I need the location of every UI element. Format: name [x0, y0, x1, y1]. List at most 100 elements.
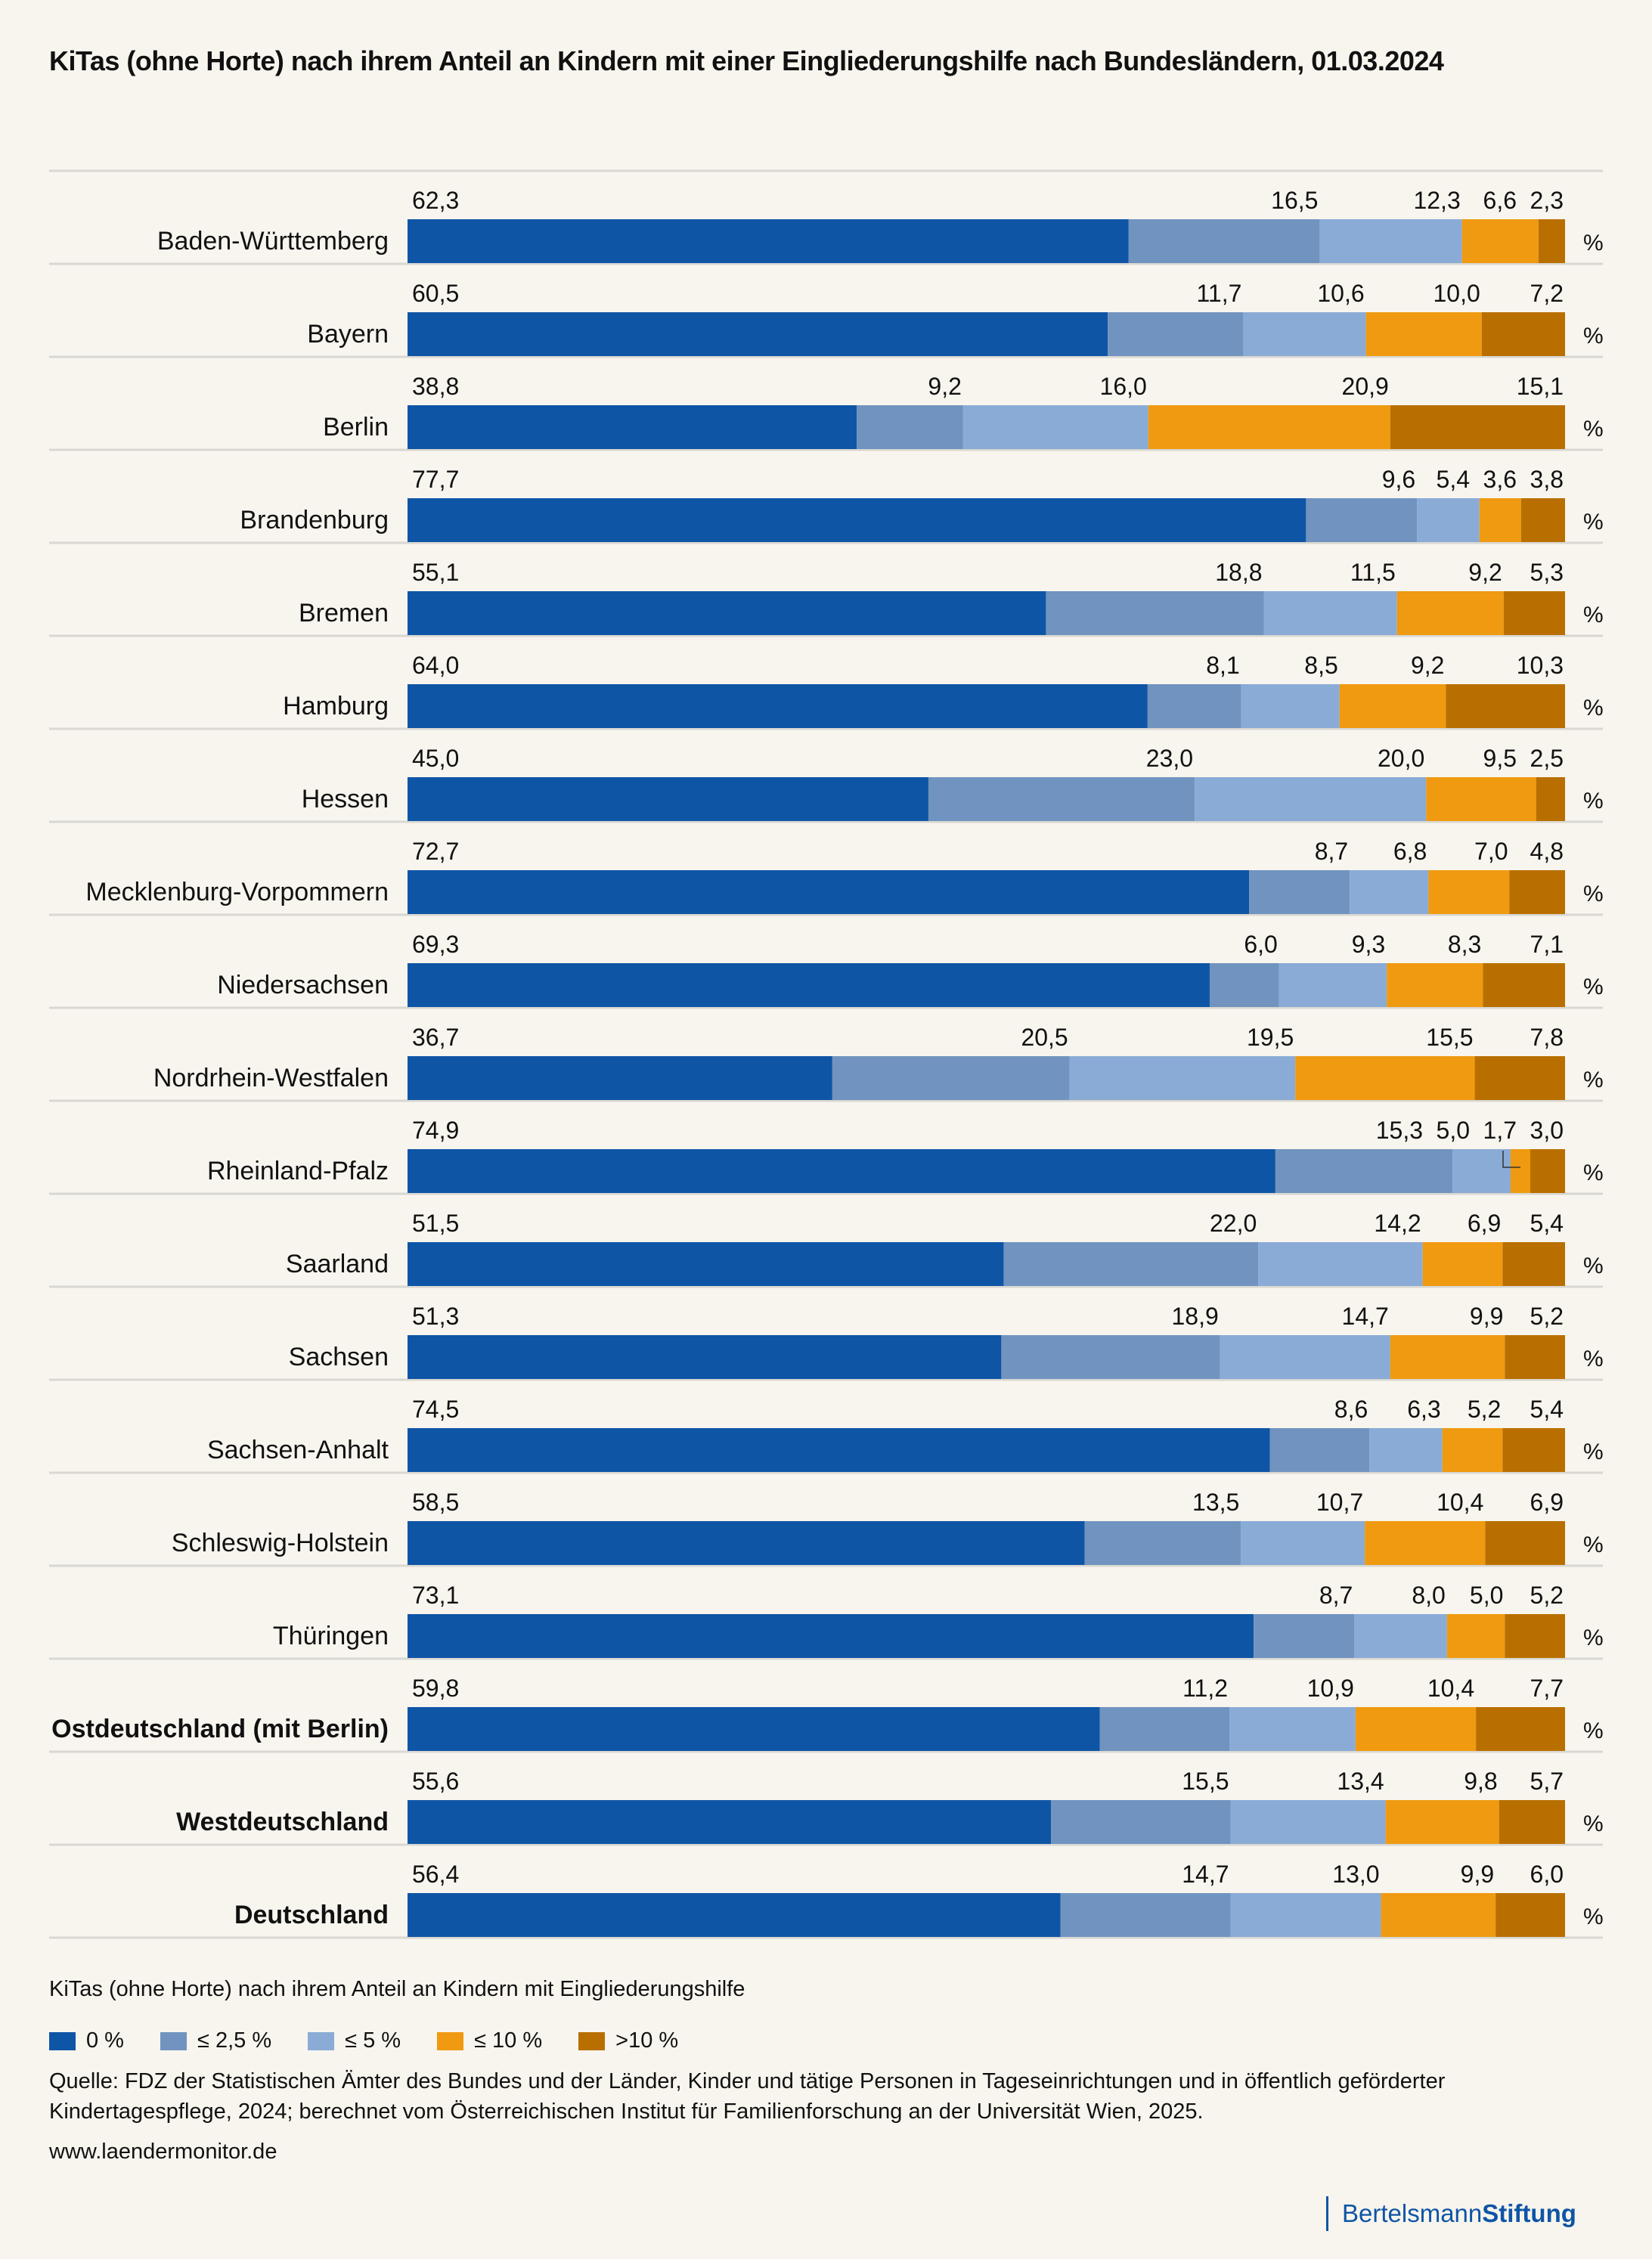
legend-item-3: ≤ 10 %	[437, 2028, 542, 2053]
chart-title: KiTas (ohne Horte) nach ihrem Anteil an …	[49, 45, 1444, 76]
data-label: 77,7	[412, 466, 459, 493]
bar-segment	[832, 1056, 1070, 1100]
legend-item-0: 0 %	[49, 2028, 124, 2053]
data-label: 74,5	[412, 1396, 459, 1423]
data-label: 51,3	[412, 1303, 459, 1330]
data-label: 55,1	[412, 559, 459, 586]
bar-segment	[1385, 1800, 1499, 1844]
data-label: 9,8	[1464, 1768, 1497, 1795]
data-label: 60,5	[412, 280, 459, 307]
data-label: 11,2	[1182, 1675, 1228, 1702]
data-label: 45,0	[412, 745, 459, 772]
unit-label: %	[1583, 1439, 1604, 1464]
bar-segment	[1051, 1800, 1231, 1844]
data-label: 10,0	[1433, 280, 1480, 307]
bar-segment	[1538, 219, 1565, 263]
category-label: Sachsen	[289, 1343, 389, 1371]
data-label: 9,3	[1352, 931, 1385, 958]
data-label: 16,5	[1271, 187, 1318, 214]
unit-label: %	[1583, 1532, 1604, 1557]
bar-segment	[1452, 1149, 1511, 1193]
bar-segment	[1001, 1335, 1220, 1379]
data-label: 19,5	[1247, 1024, 1294, 1051]
data-label: 12,3	[1413, 187, 1460, 214]
bar-segment	[1481, 312, 1565, 356]
unit-label: %	[1583, 1346, 1604, 1371]
unit-label: %	[1583, 1160, 1604, 1185]
legend-swatch	[308, 2031, 335, 2050]
data-label: 73,1	[412, 1582, 459, 1609]
bar-segment	[1483, 963, 1565, 1007]
bar-segment	[1502, 1242, 1565, 1286]
data-label: 9,2	[928, 373, 961, 400]
data-label: 8,7	[1315, 838, 1348, 865]
bar-segment	[1241, 1521, 1365, 1565]
unit-label: %	[1583, 882, 1604, 906]
data-label: 15,3	[1376, 1117, 1423, 1144]
bar-segment	[1474, 1056, 1565, 1100]
data-label: 7,1	[1530, 931, 1564, 958]
data-label: 22,0	[1210, 1210, 1257, 1237]
category-label: Bayern	[307, 320, 389, 349]
unit-label: %	[1583, 1811, 1604, 1836]
data-label: 14,7	[1342, 1303, 1389, 1330]
legend-label: >10 %	[615, 2028, 679, 2053]
unit-label: %	[1583, 1625, 1604, 1650]
logo-text-regular: Bertelsmann	[1342, 2199, 1483, 2227]
data-label: 51,5	[412, 1210, 459, 1237]
unit-label: %	[1583, 789, 1604, 813]
website-link[interactable]: www.laendermonitor.de	[49, 2140, 277, 2164]
unit-label: %	[1583, 1253, 1604, 1278]
data-label: 3,0	[1530, 1117, 1564, 1144]
legend-label: ≤ 10 %	[474, 2028, 543, 2053]
data-label: 15,5	[1426, 1024, 1473, 1051]
bar-segment	[1148, 405, 1390, 449]
category-label: Sachsen-Anhalt	[207, 1436, 389, 1464]
bar-segment	[1128, 219, 1320, 263]
data-label: 5,4	[1530, 1210, 1564, 1237]
bar-segment	[408, 219, 1129, 263]
bar-segment	[1220, 1335, 1390, 1379]
bar-segment	[408, 1521, 1085, 1565]
category-label: Hamburg	[283, 692, 389, 720]
data-label: 3,8	[1530, 466, 1564, 493]
category-label: Bremen	[299, 599, 389, 628]
data-label: 6,8	[1393, 838, 1427, 865]
data-label: 64,0	[412, 652, 459, 679]
bar-segment	[1355, 1707, 1477, 1751]
data-label: 5,0	[1470, 1582, 1503, 1609]
data-label: 10,3	[1517, 652, 1564, 679]
data-label: 74,9	[412, 1117, 459, 1144]
data-label: 16,0	[1100, 373, 1147, 400]
data-label: 6,0	[1530, 1861, 1564, 1888]
category-label: Ostdeutschland (mit Berlin)	[51, 1715, 389, 1743]
unit-label: %	[1583, 975, 1604, 999]
bar-segment	[1258, 1242, 1423, 1286]
bar-segment	[1446, 1614, 1505, 1658]
data-label: 38,8	[412, 373, 459, 400]
bar-segment	[857, 405, 963, 449]
bar-segment	[408, 1056, 832, 1100]
data-label: 58,5	[412, 1489, 459, 1516]
bar-segment	[1306, 498, 1418, 542]
bar-segment	[1505, 1614, 1565, 1658]
bar-segment	[408, 684, 1148, 728]
data-label: 11,5	[1350, 559, 1396, 586]
data-label: 10,4	[1427, 1675, 1474, 1702]
data-label: 20,5	[1021, 1024, 1068, 1051]
data-label: 6,9	[1468, 1210, 1501, 1237]
data-label: 14,7	[1182, 1861, 1229, 1888]
unit-label: %	[1583, 603, 1604, 628]
data-label: 9,2	[1468, 559, 1502, 586]
legend-swatch	[160, 2031, 187, 2050]
data-label: 8,5	[1304, 652, 1337, 679]
bar-segment	[408, 963, 1210, 1007]
bar-segment	[1479, 498, 1521, 542]
bar-segment	[1339, 684, 1446, 728]
bar-segment	[408, 1242, 1004, 1286]
bar-segment	[1263, 591, 1397, 635]
bar-segment	[1254, 1614, 1355, 1658]
bar-segment	[1046, 591, 1264, 635]
bar-segment	[1426, 777, 1536, 821]
bar-segment	[408, 1614, 1254, 1658]
